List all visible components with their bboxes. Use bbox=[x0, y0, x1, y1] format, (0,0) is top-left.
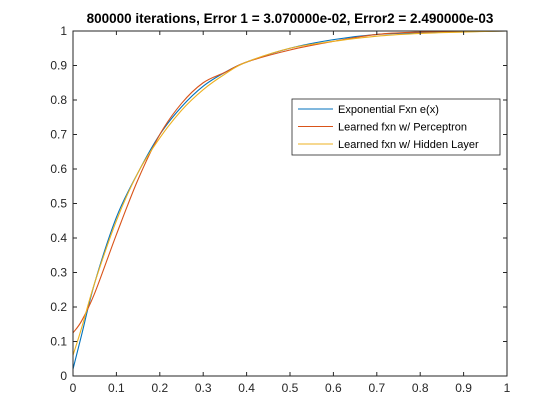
x-tick-label: 0 bbox=[70, 381, 77, 395]
legend-entries: Exponential Fxn e(x) Learned fxn w/ Perce… bbox=[298, 104, 479, 151]
y-tick-label: 0.5 bbox=[50, 197, 67, 211]
series-line-hidden-layer bbox=[72, 30, 508, 356]
y-tick-label: 0.6 bbox=[50, 162, 67, 176]
y-tick-label: 0.4 bbox=[50, 231, 67, 245]
legend: Exponential Fxn e(x) Learned fxn w/ Perce… bbox=[291, 98, 501, 156]
tick-layer: 0 0.1 0.2 0.3 0.4 0.5 0.6 0.7 0.8 0.9 1 0 0.1 0.2 0.3 0… bbox=[50, 24, 510, 395]
x-tick-label: 0.3 bbox=[195, 381, 212, 395]
y-tick-label: 0.9 bbox=[50, 59, 67, 73]
y-tick-label: 0.2 bbox=[50, 300, 67, 314]
y-tick-label: 0.7 bbox=[50, 128, 67, 142]
legend-entry-hidden-layer-label: Learned fxn w/ Hidden Layer bbox=[338, 139, 479, 151]
y-tick-label: 1 bbox=[60, 24, 67, 38]
series-layer bbox=[72, 30, 508, 370]
x-tick-label: 0.2 bbox=[151, 381, 168, 395]
x-tick-label: 1 bbox=[504, 381, 511, 395]
x-tick-label: 0.5 bbox=[282, 381, 299, 395]
legend-entry-exponential-label: Exponential Fxn e(x) bbox=[338, 104, 439, 116]
series-line-perceptron bbox=[72, 30, 508, 334]
y-tick-label: 0.3 bbox=[50, 266, 67, 280]
x-tick-label: 0.4 bbox=[238, 381, 255, 395]
y-tick-label: 0.1 bbox=[50, 335, 67, 349]
legend-entry-perceptron-label: Learned fxn w/ Perceptron bbox=[338, 122, 467, 134]
chart-title: 800000 iterations, Error 1 = 3.070000e-0… bbox=[87, 11, 494, 26]
x-tick-label: 0.6 bbox=[325, 381, 342, 395]
x-tick-label: 0.9 bbox=[455, 381, 472, 395]
x-tick-label: 0.7 bbox=[368, 381, 385, 395]
x-tick-label: 0.8 bbox=[412, 381, 429, 395]
y-tick-label: 0 bbox=[60, 369, 67, 383]
plot-area bbox=[73, 31, 507, 376]
y-tick-label: 0.8 bbox=[50, 93, 67, 107]
x-tick-label: 0.1 bbox=[108, 381, 125, 395]
legend-box bbox=[291, 98, 501, 156]
